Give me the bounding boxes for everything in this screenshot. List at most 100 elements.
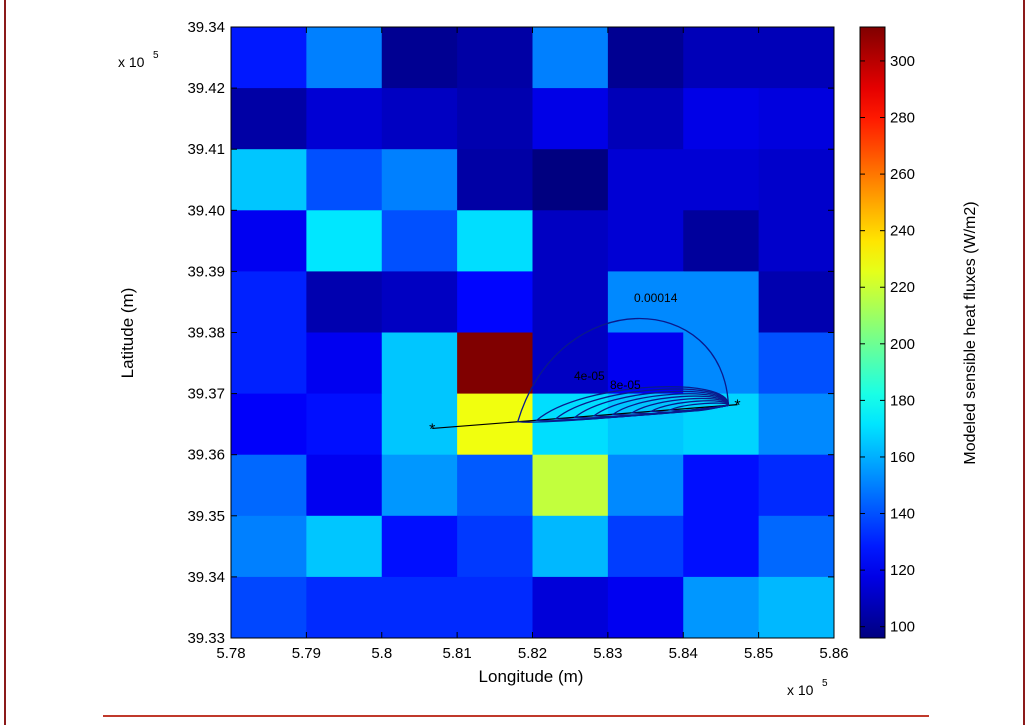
- heatmap-cell: [607, 210, 684, 272]
- contour-label: 0.00014: [634, 291, 678, 305]
- heatmap-cell: [231, 576, 307, 639]
- y-tick-label: 39.37: [187, 386, 225, 403]
- heatmap-cell: [758, 271, 835, 333]
- x-axis-label: Longitude (m): [479, 667, 584, 686]
- svg-text:5: 5: [822, 678, 828, 689]
- heatmap-cell: [381, 576, 458, 639]
- y-tick-label: 39.42: [187, 80, 225, 97]
- y-tick-label: 39.41: [187, 141, 225, 158]
- y-tick-label: 39.40: [187, 202, 225, 219]
- footprint-endpoint-marker: *: [429, 421, 435, 438]
- plot-axes: 5.78 5.79 5.8 5.81 5.82 5.83 5.84 5.85 5.86 39.34…: [187, 19, 848, 662]
- heatmap-cell: [457, 576, 533, 639]
- x-tick-label: 5.84: [669, 645, 698, 662]
- heatmap-cell: [306, 210, 383, 272]
- heatmap-cell: [683, 271, 760, 333]
- heatmap-cell: [607, 88, 684, 150]
- heatmap-cell: [306, 576, 383, 639]
- heatmap-cell: [381, 454, 458, 517]
- y-tick-label: 39.34: [187, 569, 225, 586]
- y-tick-label: 39.39: [187, 263, 225, 280]
- x-tick-label: 5.86: [819, 645, 848, 662]
- heatmap-cell: [306, 332, 383, 395]
- heatmap-cell: [607, 576, 684, 639]
- colorbar-gradient: [859, 26, 886, 639]
- heatmap-cell: [231, 210, 307, 272]
- heatmap-cell: [758, 393, 835, 456]
- y-tick-label: 39.35: [187, 508, 225, 525]
- heatmap-cell: [306, 149, 383, 211]
- heatmap-cell: [683, 88, 760, 150]
- y-tick-label: 39.33: [187, 630, 225, 647]
- heatmap-cell: [683, 149, 760, 211]
- footprint-endpoint-marker: *: [734, 398, 740, 415]
- heatmap-cells: [231, 27, 835, 639]
- colorbar-tick-label: 200: [890, 336, 915, 353]
- colorbar-tick-label: 220: [890, 279, 915, 296]
- y-tick-label: 39.34: [187, 19, 225, 36]
- heatmap-cell: [381, 210, 458, 272]
- heatmap-cell: [758, 332, 835, 395]
- bottom-divider: [103, 715, 929, 717]
- heatmap-cell: [683, 454, 760, 517]
- x-tick-label: 5.82: [518, 645, 547, 662]
- heatmap-cell: [306, 393, 383, 456]
- colorbar-tick-label: 180: [890, 392, 915, 409]
- footprint-contour: [667, 402, 730, 412]
- heatmap-cell: [607, 271, 684, 333]
- heatmap-cell: [683, 515, 760, 578]
- heatmap-cell: [532, 210, 609, 272]
- heatmap-cell: [457, 393, 533, 456]
- x-tick-label: 5.85: [744, 645, 773, 662]
- y-tick-label: 39.38: [187, 325, 225, 342]
- heatmap-cell: [231, 515, 307, 578]
- heatmap-cell: [532, 576, 609, 639]
- heatmap-cell: [532, 515, 609, 578]
- colorbar: 100 120 140 160 180 200 220 240 260 280 300: [859, 26, 915, 639]
- heatmap-cell: [607, 332, 684, 395]
- heatmap-cell: [758, 576, 835, 639]
- heatmap-cell: [231, 271, 307, 333]
- heatmap-cell: [457, 27, 533, 89]
- heatmap-cell: [381, 393, 458, 456]
- svg-text:x 10: x 10: [787, 682, 814, 698]
- y-tick-label: 39.36: [187, 447, 225, 464]
- colorbar-tick-label: 240: [890, 223, 915, 240]
- heatmap-cell: [457, 210, 533, 272]
- y-axis-multiplier: x 10 5: [118, 50, 159, 70]
- heatmap-cell: [231, 149, 307, 211]
- heatmap-cell: [758, 454, 835, 517]
- heatmap-cell: [231, 454, 307, 517]
- x-tick-label: 5.83: [593, 645, 622, 662]
- heatmap-cell: [683, 576, 760, 639]
- heatmap-cell: [758, 210, 835, 272]
- heatmap-cell: [457, 332, 533, 395]
- svg-text:x 10: x 10: [118, 54, 145, 70]
- heatmap-cell: [381, 27, 458, 89]
- heatmap-cell: [231, 88, 307, 150]
- heatmap-cell: [532, 454, 609, 517]
- heatmap-cell: [457, 454, 533, 517]
- heatmap-cell: [532, 88, 609, 150]
- heatmap-cell: [457, 271, 533, 333]
- figure-frame: [4, 0, 1025, 725]
- heatmap-cell: [457, 515, 533, 578]
- heatmap-cell: [532, 149, 609, 211]
- colorbar-tick-label: 160: [890, 449, 915, 466]
- contour-label: 4e-05: [574, 369, 605, 383]
- heatmap-cell: [381, 149, 458, 211]
- colorbar-tick-label: 120: [890, 562, 915, 579]
- colorbar-tick-label: 100: [890, 619, 915, 636]
- heatmap-cell: [683, 332, 760, 395]
- heatmap-cell: [306, 88, 383, 150]
- colorbar-tick-label: 280: [890, 110, 915, 127]
- heatmap-cell: [231, 27, 307, 89]
- heatmap-cell: [758, 88, 835, 150]
- colorbar-tick-label: 140: [890, 506, 915, 523]
- colorbar-tick-label: 300: [890, 53, 915, 70]
- heatmap-cell: [607, 515, 684, 578]
- y-axis-label: Latitude (m): [118, 288, 137, 379]
- heatmap-cell: [231, 332, 307, 395]
- heatmap-cell: [306, 27, 383, 89]
